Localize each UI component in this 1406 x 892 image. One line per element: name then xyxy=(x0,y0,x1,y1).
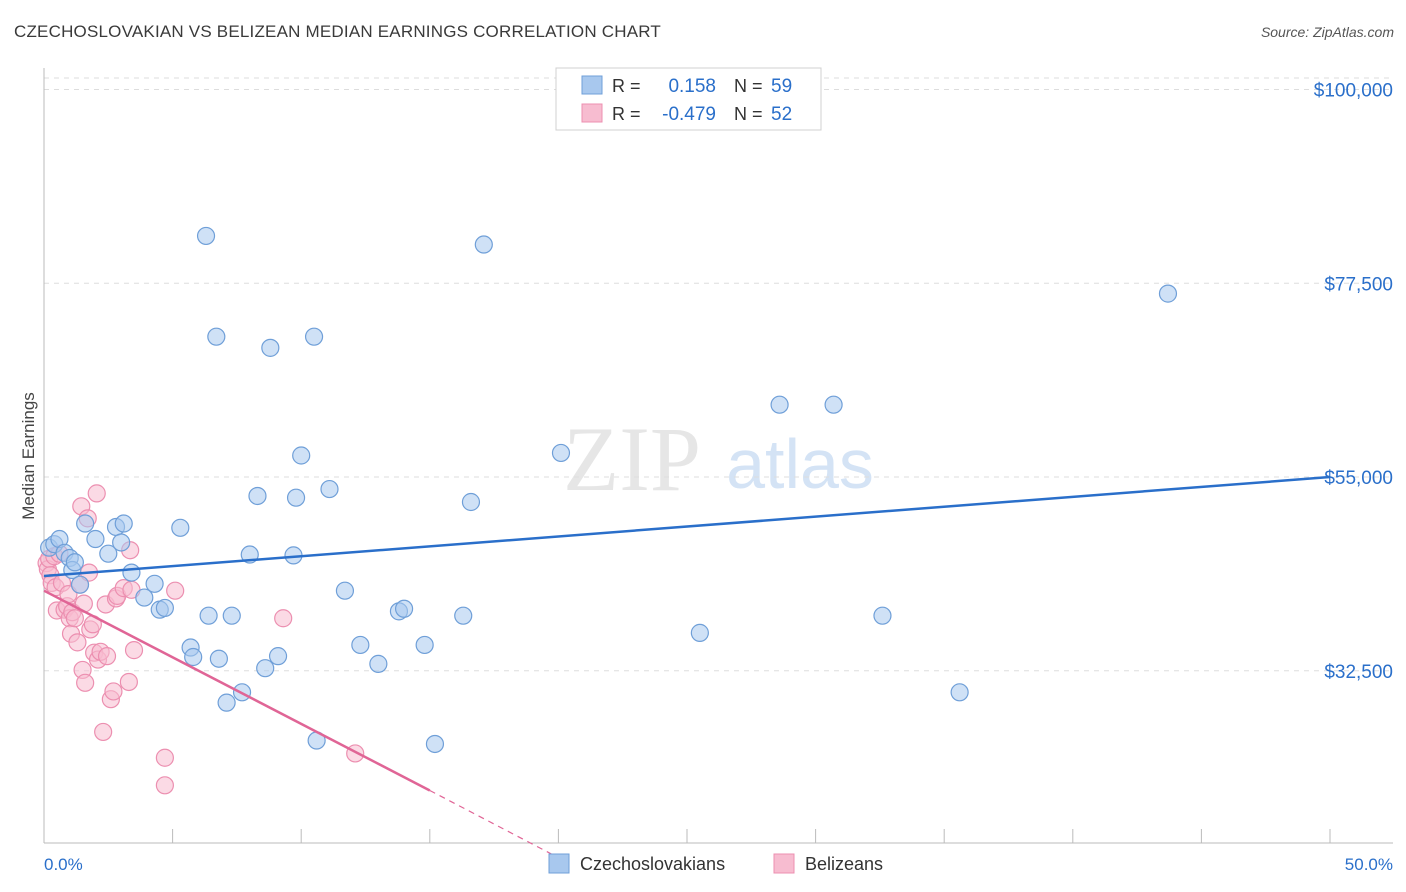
czechoslovakians-point-35 xyxy=(286,488,306,507)
x-tick-label-max: 50.0% xyxy=(1345,855,1393,874)
belizeans-trend-line xyxy=(43,589,431,792)
czechoslovakians-point-6 xyxy=(65,553,84,572)
czechoslovakians-point-10 xyxy=(99,544,118,563)
legend-n-label-belize: N = xyxy=(734,104,763,124)
watermark-atlas: atlas xyxy=(726,425,874,503)
belizeans-point-28 xyxy=(87,484,106,503)
belizeans-point-35 xyxy=(104,682,123,701)
y-tick-label-1: $77,500 xyxy=(1324,274,1393,295)
belizeans-point-33 xyxy=(97,647,117,666)
legend-r-value-czech: 0.158 xyxy=(668,76,716,97)
czechoslovakians-point-23 xyxy=(199,606,218,625)
czechoslovakians-point-37 xyxy=(304,327,324,346)
chart-title: CZECHOSLOVAKIAN VS BELIZEAN MEDIAN EARNI… xyxy=(14,22,661,41)
belizeans-trend-extension xyxy=(429,789,559,859)
belizeans-point-39 xyxy=(119,672,138,692)
czechoslovakians-point-9 xyxy=(86,529,105,549)
trend-lines xyxy=(43,475,1331,859)
czechoslovakians-point-45 xyxy=(415,635,434,655)
czechoslovakians-points xyxy=(40,226,1178,754)
y-tick-labels: $100,000 $77,500 $55,000 $32,500 xyxy=(1314,81,1393,683)
czechoslovakians-point-19 xyxy=(171,518,190,537)
czechoslovakians-point-25 xyxy=(209,649,228,668)
gridlines xyxy=(44,77,1393,672)
czechoslovakians-point-27 xyxy=(222,606,241,625)
czechoslovakians-point-26 xyxy=(217,693,236,712)
czechoslovakians-point-56 xyxy=(1158,284,1178,303)
belizeans-point-22 xyxy=(76,673,95,692)
belizeans-point-43 xyxy=(155,748,174,767)
bottom-legend-label-czech: Czechoslovakians xyxy=(580,854,725,874)
belizeans-point-46 xyxy=(274,609,293,628)
legend-swatch-belize xyxy=(581,103,603,123)
czechoslovakians-point-52 xyxy=(770,395,789,414)
czechoslovakians-point-48 xyxy=(461,492,481,512)
belizeans-point-17 xyxy=(68,633,87,652)
y-tick-label-0: $100,000 xyxy=(1314,81,1393,102)
legend-r-label-czech: R = xyxy=(612,76,641,96)
y-axis-label: Median Earnings xyxy=(19,392,38,520)
belizeans-point-31 xyxy=(94,722,113,742)
czechoslovakians-point-18 xyxy=(155,598,174,618)
czechoslovakians-point-15 xyxy=(135,588,154,607)
belizeans-point-42 xyxy=(124,641,144,660)
axes xyxy=(43,68,1393,844)
y-tick-label-2: $55,000 xyxy=(1324,468,1393,489)
czechoslovakians-point-44 xyxy=(394,599,414,618)
czechoslovakians-point-14 xyxy=(122,563,141,582)
czechoslovakians-point-33 xyxy=(268,647,288,666)
czechoslovakians-point-41 xyxy=(351,635,370,655)
czechoslovakians-point-7 xyxy=(70,575,90,594)
belizeans-point-16 xyxy=(65,609,84,628)
czechoslovakians-point-47 xyxy=(454,606,473,625)
czechoslovakians-point-51 xyxy=(690,623,709,642)
czechoslovakians-point-50 xyxy=(551,443,571,463)
czechoslovakians-point-36 xyxy=(292,446,311,465)
legend-n-value-belize: 52 xyxy=(771,104,792,125)
belizeans-point-45 xyxy=(166,581,185,600)
czechoslovakians-point-54 xyxy=(873,606,892,625)
legend-swatch-czech xyxy=(581,75,603,95)
belizeans-point-44 xyxy=(155,776,174,795)
watermark-zip: ZIP xyxy=(563,408,701,510)
correlation-legend: R = 0.158 N = 59 R = -0.479 N = 52 xyxy=(555,67,822,131)
legend-n-label-czech: N = xyxy=(734,76,763,96)
source-credit: Source: ZipAtlas.com xyxy=(1260,24,1394,40)
czechoslovakians-point-55 xyxy=(950,683,969,702)
x-tick-label-min: 0.0% xyxy=(44,855,83,874)
czechoslovakians-point-30 xyxy=(248,486,267,506)
czechoslovakians-point-12 xyxy=(112,533,131,552)
czechoslovakians-point-24 xyxy=(207,327,226,346)
czechoslovakians-point-22 xyxy=(196,226,216,246)
legend-r-label-belize: R = xyxy=(612,104,641,124)
legend-n-value-czech: 59 xyxy=(771,76,792,97)
bottom-legend-label-belize: Belizeans xyxy=(805,854,883,874)
czechoslovakians-trend-line xyxy=(43,475,1331,578)
czechoslovakians-point-49 xyxy=(474,235,493,254)
y-tick-label-3: $32,500 xyxy=(1324,662,1393,683)
czechoslovakians-point-16 xyxy=(145,574,164,593)
czechoslovakians-point-8 xyxy=(76,514,95,533)
legend-r-value-belize: -0.479 xyxy=(662,104,716,125)
czechoslovakians-point-32 xyxy=(261,338,280,357)
czechoslovakians-point-39 xyxy=(320,479,339,499)
bottom-legend-swatch-belize xyxy=(773,853,795,874)
czechoslovakians-point-42 xyxy=(369,654,388,673)
czechoslovakians-point-46 xyxy=(425,734,445,754)
czechoslovakians-point-40 xyxy=(335,581,355,600)
bottom-legend-swatch-czech xyxy=(548,853,570,874)
czechoslovakians-point-21 xyxy=(184,647,203,667)
czechoslovakians-point-31 xyxy=(256,659,275,678)
czechoslovakians-point-53 xyxy=(824,395,843,414)
series-legend: Czechoslovakians Belizeans xyxy=(548,853,883,874)
x-ticks xyxy=(172,829,1331,843)
czechoslovakians-point-13 xyxy=(114,514,133,533)
